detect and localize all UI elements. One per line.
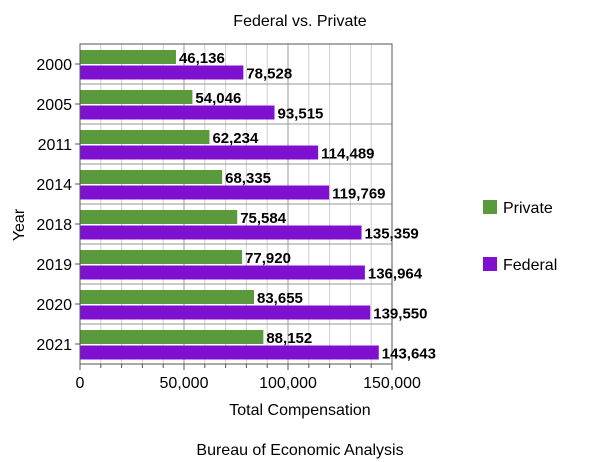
y-tick-label-2005: 2005 (36, 97, 72, 114)
bar-federal-2005 (80, 105, 275, 120)
bar-private-2018 (80, 210, 238, 224)
legend-swatch-federal (483, 257, 497, 271)
bar-private-2021 (80, 330, 264, 344)
y-tick-label-2020: 2020 (36, 297, 72, 314)
x-tick-label: 100,000 (259, 375, 317, 392)
data-label-private-2005: 54,046 (195, 90, 241, 107)
source-note: Bureau of Economic Analysis (196, 442, 403, 459)
bar-federal-2019 (80, 265, 365, 280)
legend-label-private: Private (503, 200, 553, 217)
x-tick-label: 150,000 (363, 375, 421, 392)
data-label-federal-2005: 93,515 (278, 106, 324, 123)
data-label-federal-2011: 114,489 (321, 146, 374, 163)
bar-private-2014 (80, 170, 223, 184)
bar-federal-2014 (80, 185, 330, 200)
data-label-private-2011: 62,234 (212, 130, 259, 147)
data-labels: 46,136 78,528 54,046 93,515 62,234 114,489 68,… (179, 50, 436, 363)
y-tick-label-2018: 2018 (36, 217, 72, 234)
bar-federal-2020 (80, 305, 371, 320)
x-tick-labels: 0 50,000 100,000 150,000 (76, 375, 421, 392)
bar-federal-2018 (80, 225, 362, 240)
legend-swatch-private (483, 200, 497, 214)
chart-title: Federal vs. Private (233, 13, 366, 30)
y-tick-label-2000: 2000 (36, 57, 72, 74)
y-tick-label-2014: 2014 (36, 177, 72, 194)
data-label-federal-2000: 78,528 (246, 66, 292, 83)
data-label-private-2019: 77,920 (245, 250, 291, 267)
bar-private-2011 (80, 130, 210, 144)
bar-private-2000 (80, 50, 176, 64)
data-label-federal-2021: 143,643 (382, 346, 436, 363)
bar-private-2005 (80, 90, 193, 104)
data-label-federal-2018: 135,359 (365, 226, 419, 243)
x-tick-label: 50,000 (160, 375, 209, 392)
y-tick-label-2021: 2021 (36, 337, 72, 354)
y-axis-label: Year (11, 208, 28, 241)
x-axis-label: Total Compensation (229, 402, 370, 419)
bar-private-2019 (80, 250, 243, 264)
data-label-private-2018: 75,584 (240, 210, 287, 227)
data-label-private-2014: 68,335 (225, 170, 271, 187)
legend-label-federal: Federal (503, 257, 557, 274)
bar-private-2020 (80, 290, 255, 304)
y-tick-labels: 2000 2005 2011 2014 2018 2019 2020 2021 (36, 57, 72, 354)
y-tick-label-2011: 2011 (38, 137, 73, 154)
bar-federal-2000 (80, 65, 244, 80)
bar-federal-2011 (80, 145, 319, 160)
data-label-private-2021: 88,152 (266, 330, 312, 347)
plot-border (79, 43, 393, 365)
data-label-federal-2020: 139,550 (373, 306, 427, 323)
x-tick-label: 0 (76, 375, 85, 392)
bar-federal-2021 (80, 345, 379, 360)
data-label-federal-2014: 119,769 (332, 186, 385, 203)
plot-frame (75, 43, 393, 370)
data-label-federal-2019: 136,964 (368, 266, 423, 283)
y-tick-label-2019: 2019 (36, 257, 72, 274)
legend: Private Federal (483, 200, 557, 274)
data-label-private-2000: 46,136 (179, 50, 225, 67)
bars (80, 50, 379, 360)
data-label-private-2020: 83,655 (257, 290, 303, 307)
